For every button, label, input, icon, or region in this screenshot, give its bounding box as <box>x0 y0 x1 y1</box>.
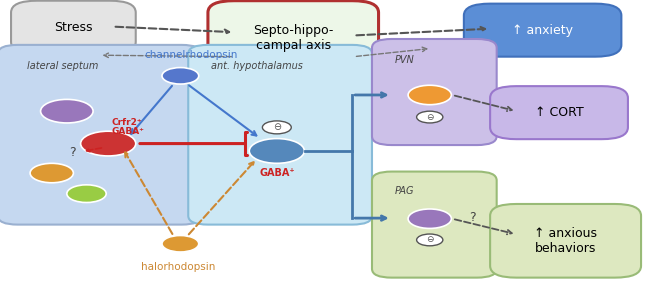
Text: channelrhodopsin: channelrhodopsin <box>144 50 238 60</box>
FancyBboxPatch shape <box>490 86 628 139</box>
Text: PAG: PAG <box>395 186 414 196</box>
FancyBboxPatch shape <box>208 1 379 74</box>
Circle shape <box>30 163 73 183</box>
Text: ⊖: ⊖ <box>273 122 281 132</box>
FancyBboxPatch shape <box>372 39 497 145</box>
Circle shape <box>263 121 291 134</box>
Text: GABA⁺: GABA⁺ <box>112 127 144 136</box>
Text: halorhodopsin: halorhodopsin <box>141 262 215 272</box>
Text: ↑ anxiety: ↑ anxiety <box>512 24 573 37</box>
Circle shape <box>162 67 199 84</box>
FancyBboxPatch shape <box>372 172 497 278</box>
Text: Septo-hippo-
campal axis: Septo-hippo- campal axis <box>253 23 333 52</box>
Circle shape <box>408 209 452 229</box>
Text: lateral septum: lateral septum <box>27 61 99 71</box>
Circle shape <box>249 139 305 163</box>
Text: ?: ? <box>469 211 476 224</box>
Text: ant. hypothalamus: ant. hypothalamus <box>211 61 303 71</box>
FancyBboxPatch shape <box>0 45 201 225</box>
Circle shape <box>67 185 106 202</box>
FancyBboxPatch shape <box>188 45 372 225</box>
Text: Crfr2⁺: Crfr2⁺ <box>112 118 142 128</box>
Circle shape <box>408 85 452 105</box>
Circle shape <box>81 131 136 156</box>
Circle shape <box>162 236 199 252</box>
FancyBboxPatch shape <box>490 204 641 278</box>
Circle shape <box>41 99 93 123</box>
FancyBboxPatch shape <box>11 1 136 54</box>
Circle shape <box>417 111 443 123</box>
Circle shape <box>417 234 443 246</box>
Text: ⊖: ⊖ <box>426 112 434 122</box>
Text: ?: ? <box>69 146 75 159</box>
Text: ↑ anxious
behaviors: ↑ anxious behaviors <box>534 227 597 255</box>
Text: Stress: Stress <box>54 21 93 34</box>
Text: ⊖: ⊖ <box>426 235 434 244</box>
FancyBboxPatch shape <box>464 4 621 57</box>
Text: PVN: PVN <box>395 55 415 65</box>
Text: ↑ CORT: ↑ CORT <box>534 106 583 119</box>
Text: GABA⁺: GABA⁺ <box>259 168 295 178</box>
